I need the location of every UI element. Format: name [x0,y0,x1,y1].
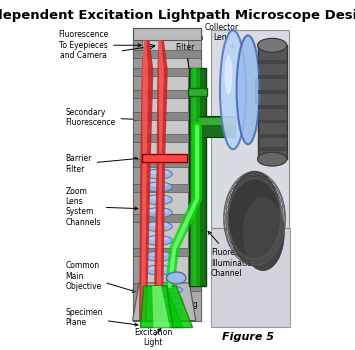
Bar [188,88,207,96]
Polygon shape [188,28,201,321]
Bar [211,30,289,229]
Bar [255,78,277,103]
Ellipse shape [144,307,183,316]
Bar [132,28,201,40]
Ellipse shape [149,236,168,240]
Bar [132,90,201,98]
Ellipse shape [144,296,183,305]
Bar [258,147,287,151]
Text: Figure 5: Figure 5 [222,332,274,342]
Ellipse shape [145,169,172,179]
Text: Zoom
Lens
System
Channels: Zoom Lens System Channels [65,187,138,227]
Text: Excitation
Filter: Excitation Filter [166,33,204,86]
Ellipse shape [145,251,172,261]
Bar [142,154,187,162]
Bar [258,105,287,108]
Bar [189,68,206,286]
Text: Secondary
Fluorescence: Secondary Fluorescence [65,108,138,127]
Bar [132,248,201,256]
Polygon shape [132,28,142,321]
Polygon shape [166,286,192,328]
Bar [132,28,201,321]
Ellipse shape [236,35,260,144]
Text: Independent Excitation Lightpath Microscope Design: Independent Excitation Lightpath Microsc… [0,9,355,22]
Text: Collector
Lens: Collector Lens [205,23,239,48]
Bar [258,120,287,124]
Polygon shape [141,40,148,321]
Ellipse shape [149,170,168,174]
Ellipse shape [149,209,168,212]
Text: Excitation
Light: Excitation Light [134,328,173,347]
Bar [258,60,287,64]
Ellipse shape [145,182,172,192]
Bar [132,214,201,222]
Ellipse shape [224,55,233,95]
Ellipse shape [149,252,168,256]
Polygon shape [156,40,164,321]
Polygon shape [153,40,168,321]
Polygon shape [139,40,153,321]
Bar [132,112,201,120]
Ellipse shape [145,265,172,275]
Polygon shape [132,283,196,321]
Ellipse shape [149,223,168,226]
Ellipse shape [257,152,287,166]
Bar [132,134,201,142]
Bar [132,283,201,291]
Bar [132,184,201,192]
Ellipse shape [145,222,172,231]
Ellipse shape [145,208,172,218]
Ellipse shape [257,38,287,52]
Bar [199,118,235,125]
Text: Light
From
Arc
Lamp: Light From Arc Lamp [263,85,287,127]
Ellipse shape [145,236,172,245]
Polygon shape [211,229,290,328]
Text: Focusing
Lens: Focusing Lens [165,287,198,319]
Ellipse shape [229,172,281,266]
Ellipse shape [149,266,168,270]
Bar [132,68,201,76]
Text: Common
Main
Objective: Common Main Objective [65,261,135,292]
Text: Fluorescence
Illumination
Channel: Fluorescence Illumination Channel [208,231,261,278]
Ellipse shape [242,196,284,271]
Text: Fluorescence
To Eyepieces
and Camera: Fluorescence To Eyepieces and Camera [58,30,141,60]
Bar [199,116,235,137]
Ellipse shape [149,196,168,200]
Text: Specimen
Plane: Specimen Plane [65,308,138,327]
Text: Barrier
Filter: Barrier Filter [65,154,138,174]
Polygon shape [140,286,183,328]
Bar [132,50,201,58]
Ellipse shape [220,30,246,149]
Bar [258,75,287,79]
Bar [192,68,200,286]
Bar [258,45,287,159]
Ellipse shape [149,183,168,187]
Ellipse shape [144,285,183,294]
Bar [258,134,287,138]
Ellipse shape [166,272,186,284]
Polygon shape [152,286,170,328]
Bar [191,68,196,286]
Bar [132,159,201,167]
Ellipse shape [145,195,172,205]
Bar [258,90,287,94]
